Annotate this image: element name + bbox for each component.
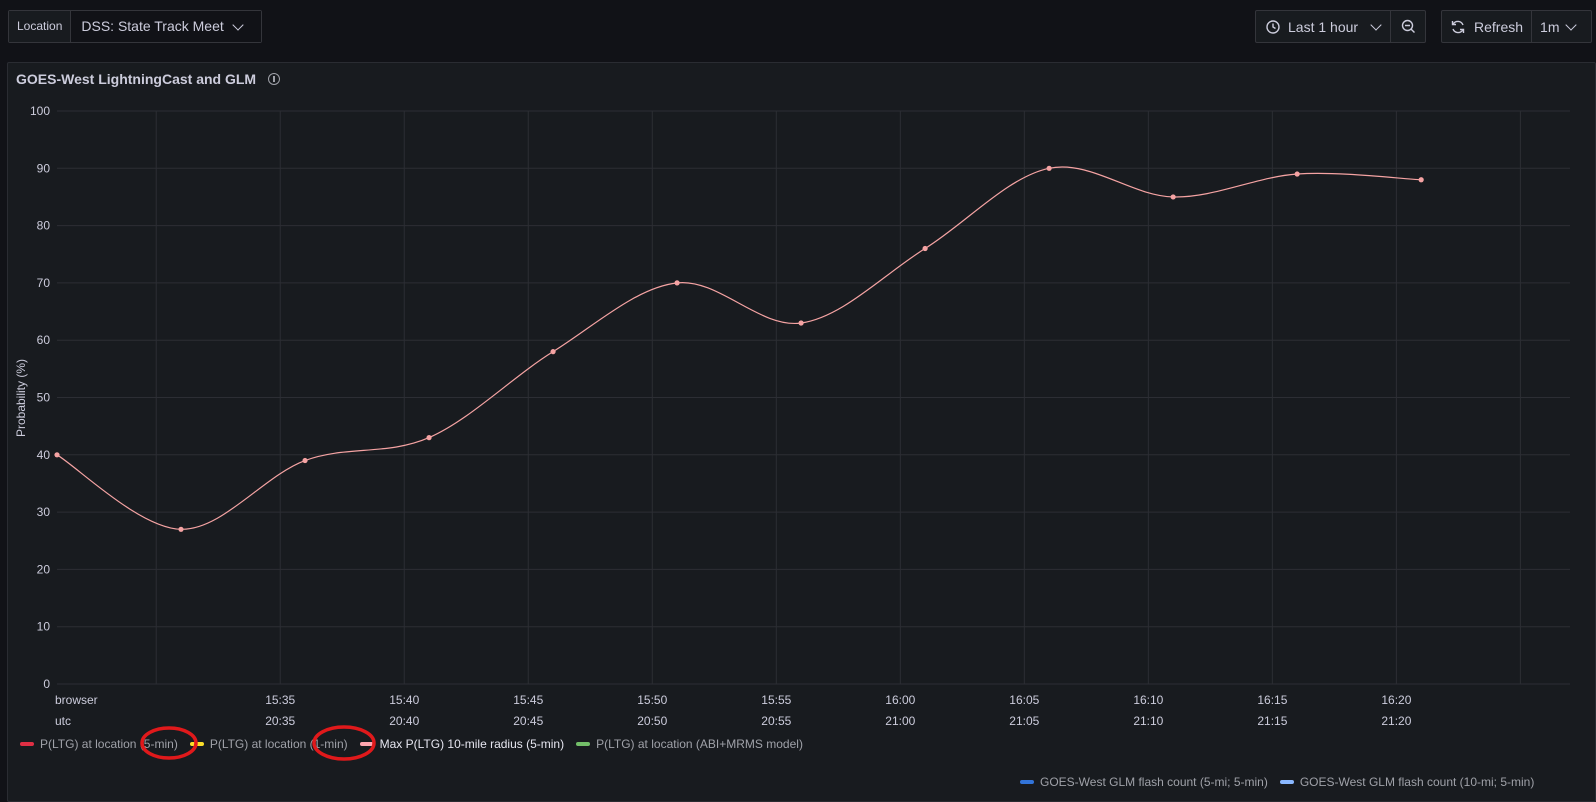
data-point — [1294, 171, 1300, 177]
legend-label: GOES-West GLM flash count (10-mi; 5-min) — [1299, 775, 1535, 789]
legend-label: P(LTG) at location (5-min) — [40, 737, 178, 751]
data-point — [550, 349, 556, 355]
legend-swatch — [20, 742, 34, 746]
location-label: Location — [9, 11, 72, 42]
legend-row-primary: P(LTG) at location (5-min) P(LTG) at loca… — [20, 737, 815, 751]
y-tick-label: 10 — [37, 620, 51, 634]
legend-label: P(LTG) at location (1-min) — [209, 737, 348, 751]
y-tick-label: 50 — [37, 391, 51, 405]
series-line — [56, 166, 1422, 530]
x-axis-row-label: utc — [55, 714, 71, 728]
y-tick-label: 0 — [43, 677, 50, 691]
x-tick-label-utc: 21:20 — [1381, 714, 1411, 728]
legend-swatch — [576, 742, 591, 746]
x-tick-label-browser: 15:50 — [637, 693, 667, 707]
x-tick-label-browser: 15:45 — [513, 693, 543, 707]
zoom-out-icon — [1401, 19, 1415, 33]
x-tick-label-browser: 15:55 — [761, 693, 791, 707]
legend-item[interactable]: GOES-West GLM flash count (10-mi; 5-min) — [1279, 775, 1535, 789]
x-tick-label-utc: 20:45 — [513, 714, 543, 728]
x-axis-row-label: browser — [55, 693, 98, 707]
time-range-picker[interactable]: Last 1 hour — [1256, 11, 1390, 42]
refresh-picker-group: Refresh 1m — [1441, 10, 1592, 43]
x-tick-label-browser: 16:20 — [1381, 693, 1411, 707]
y-tick-label: 60 — [37, 333, 51, 347]
legend-item[interactable]: P(LTG) at location (ABI+MRMS model) — [576, 737, 803, 751]
x-tick-label-browser: 16:10 — [1133, 693, 1163, 707]
y-tick-label: 20 — [37, 562, 51, 576]
y-tick-label: 40 — [37, 448, 51, 462]
x-tick-label-utc: 21:05 — [1009, 714, 1039, 728]
legend-swatch — [189, 742, 204, 746]
dashboard-toolbar: Location DSS: State Track Meet Last 1 ho… — [0, 0, 1596, 52]
zoom-out-button[interactable] — [1390, 11, 1425, 42]
data-point — [178, 526, 184, 532]
panel-title: GOES-West LightningCast and GLM — [16, 71, 257, 87]
data-point — [54, 452, 60, 458]
info-icon[interactable] — [268, 73, 281, 85]
refresh-interval-value: 1m — [1540, 18, 1560, 35]
panel-header[interactable]: GOES-West LightningCast and GLM — [16, 71, 281, 87]
legend-item[interactable]: P(LTG) at location (1-min) — [189, 737, 348, 751]
y-tick-label: 90 — [37, 161, 51, 175]
legend-item[interactable]: GOES-West GLM flash count (5-mi; 5-min) — [1020, 775, 1268, 789]
y-tick-label: 30 — [37, 505, 51, 519]
legend-swatch — [1279, 780, 1294, 784]
x-tick-label-browser: 15:35 — [265, 693, 295, 707]
x-tick-label-utc: 20:55 — [761, 714, 791, 728]
x-tick-label-browser: 16:00 — [885, 693, 915, 707]
data-point — [1418, 177, 1424, 183]
x-tick-label-browser: 16:05 — [1009, 693, 1039, 707]
y-tick-label: 80 — [37, 219, 51, 233]
x-tick-label-browser: 15:40 — [389, 693, 419, 707]
location-variable: Location DSS: State Track Meet — [8, 10, 263, 43]
time-picker-group: Last 1 hour — [1255, 10, 1427, 43]
x-tick-label-utc: 21:10 — [1133, 714, 1163, 728]
location-value: DSS: State Track Meet — [81, 18, 224, 34]
y-tick-label: 100 — [30, 104, 50, 118]
x-tick-label-utc: 20:40 — [389, 714, 419, 728]
legend-swatch — [359, 742, 374, 746]
legend-item[interactable]: Max P(LTG) 10-mile radius (5-min) — [359, 737, 565, 751]
location-select[interactable]: DSS: State Track Meet — [71, 11, 262, 42]
data-point — [674, 280, 680, 286]
data-point — [922, 245, 928, 252]
clock-icon — [1266, 19, 1280, 34]
data-point — [1170, 194, 1176, 200]
data-point — [302, 457, 308, 464]
data-point — [1046, 165, 1052, 171]
refresh-label: Refresh — [1474, 18, 1524, 35]
y-tick-label: 70 — [37, 276, 51, 290]
legend-label: P(LTG) at location (ABI+MRMS model) — [596, 737, 803, 751]
x-tick-label-utc: 20:35 — [265, 714, 295, 728]
y-axis-label: Probability (%) — [14, 359, 28, 437]
data-point — [426, 435, 432, 441]
data-point — [798, 320, 804, 326]
x-tick-label-utc: 21:00 — [885, 714, 915, 728]
legend-label: Max P(LTG) 10-mile radius (5-min) — [379, 737, 565, 751]
refresh-button[interactable]: Refresh — [1442, 11, 1531, 42]
legend-item[interactable]: P(LTG) at location (5-min) — [20, 737, 178, 751]
legend-row-secondary: GOES-West GLM flash count (5-mi; 5-min) G… — [1020, 775, 1546, 789]
time-range-label: Last 1 hour — [1288, 18, 1359, 35]
refresh-icon — [1451, 20, 1465, 33]
x-tick-label-utc: 21:15 — [1257, 714, 1287, 728]
x-tick-label-browser: 16:15 — [1257, 693, 1287, 707]
legend-label: GOES-West GLM flash count (5-mi; 5-min) — [1040, 775, 1268, 789]
x-tick-label-utc: 20:50 — [637, 714, 667, 728]
legend-swatch — [1020, 780, 1034, 784]
refresh-interval-select[interactable]: 1m — [1531, 11, 1583, 42]
